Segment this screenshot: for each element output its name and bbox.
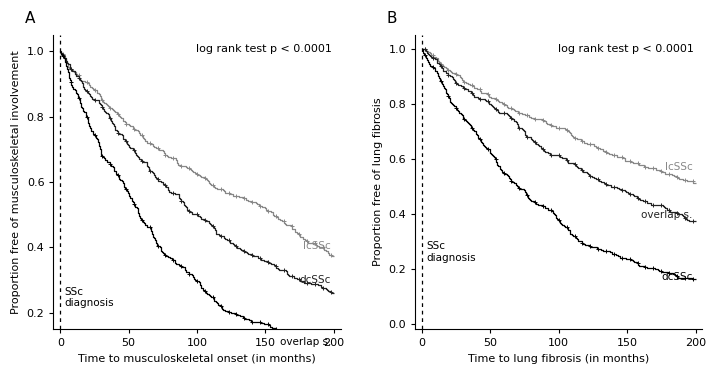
Y-axis label: Proportion free of lung fibrosis: Proportion free of lung fibrosis xyxy=(373,98,383,266)
Text: SSc
diagnosis: SSc diagnosis xyxy=(426,241,476,263)
Text: A: A xyxy=(24,11,35,26)
Text: lcSSc: lcSSc xyxy=(665,162,693,172)
Y-axis label: Proportion free of musculoskeletal involvement: Proportion free of musculoskeletal invol… xyxy=(11,50,21,314)
Text: dcSSc: dcSSc xyxy=(661,272,693,282)
Text: SSc
diagnosis: SSc diagnosis xyxy=(65,287,114,308)
X-axis label: Time to lung fibrosis (in months): Time to lung fibrosis (in months) xyxy=(468,354,649,364)
Text: overlap s.: overlap s. xyxy=(641,210,693,220)
Text: log rank test p < 0.0001: log rank test p < 0.0001 xyxy=(558,44,694,54)
Text: overlap s.: overlap s. xyxy=(279,338,331,347)
Text: B: B xyxy=(386,11,397,26)
Text: log rank test p < 0.0001: log rank test p < 0.0001 xyxy=(196,44,332,54)
X-axis label: Time to musculoskeletal onset (in months): Time to musculoskeletal onset (in months… xyxy=(78,354,316,364)
Text: dcSSc: dcSSc xyxy=(299,275,331,285)
Text: lcSSc: lcSSc xyxy=(303,241,331,251)
